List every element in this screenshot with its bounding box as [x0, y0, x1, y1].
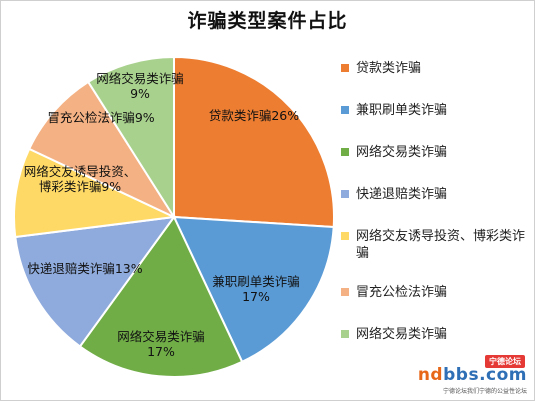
legend-swatch	[341, 330, 349, 338]
legend-label: 兼职刷单类诈骗	[356, 103, 448, 118]
legend-label: 冒充公检法诈骗	[356, 285, 448, 300]
slice-label: 冒充公检法诈骗9%	[47, 110, 155, 125]
legend-item: 兼职刷单类诈骗	[340, 102, 528, 119]
legend-swatch	[341, 288, 349, 296]
pie-slice	[86, 55, 175, 221]
legend-label: 网络交易类诈骗	[356, 145, 448, 160]
slice-label: 兼职刷单类诈骗17%	[212, 274, 300, 304]
legend-swatch	[341, 106, 349, 114]
legend-label: 快递退赔类诈骗	[356, 187, 448, 202]
legend-item: 贷款类诈骗	[340, 60, 528, 77]
watermark-logo-text: ndbbs.com	[418, 365, 527, 385]
slice-label: 网络交易类诈骗17%	[117, 329, 205, 359]
pie-slice	[13, 147, 178, 239]
legend-item: 快递退赔类诈骗	[340, 186, 528, 203]
slice-label: 网络交易类诈骗9%	[96, 71, 184, 101]
legend-item: 冒充公检法诈骗	[340, 284, 528, 301]
slice-label: 快递退赔类诈骗13%	[27, 261, 143, 276]
pie-slice	[173, 55, 335, 229]
legend-label: 贷款类诈骗	[356, 61, 422, 76]
legend-item: 网络交友诱导投资、博彩类诈骗	[340, 228, 528, 262]
legend-swatch	[341, 232, 349, 240]
pie-slice	[14, 215, 177, 348]
watermark-badge: 宁德论坛	[485, 355, 525, 368]
legend-label: 网络交友诱导投资、博彩类诈骗	[356, 229, 526, 261]
watermark-subtitle: 宁德论坛我们宁德的公益性论坛	[442, 388, 527, 395]
slice-label: 贷款类诈骗26%	[208, 108, 300, 123]
pie-slice	[172, 215, 335, 364]
watermark-prefix: nd	[417, 365, 444, 385]
legend-item: 网络交易类诈骗	[340, 326, 528, 343]
pie-slice	[78, 215, 244, 378]
legend-swatch	[341, 190, 349, 198]
legend-label: 网络交易类诈骗	[356, 327, 448, 342]
chart-title: 诈骗类型案件占比	[187, 10, 348, 32]
legend-swatch	[341, 148, 349, 156]
pie-slice	[27, 80, 177, 220]
legend-item: 网络交易类诈骗	[340, 144, 528, 161]
slice-label: 网络交友诱导投资、博彩类诈骗9%	[23, 164, 137, 194]
watermark-main: bbs.com	[443, 365, 527, 385]
legend-swatch	[341, 64, 349, 72]
site-watermark: 宁德论坛 ndbbs.com 宁德论坛我们宁德的公益性论坛	[407, 355, 527, 395]
